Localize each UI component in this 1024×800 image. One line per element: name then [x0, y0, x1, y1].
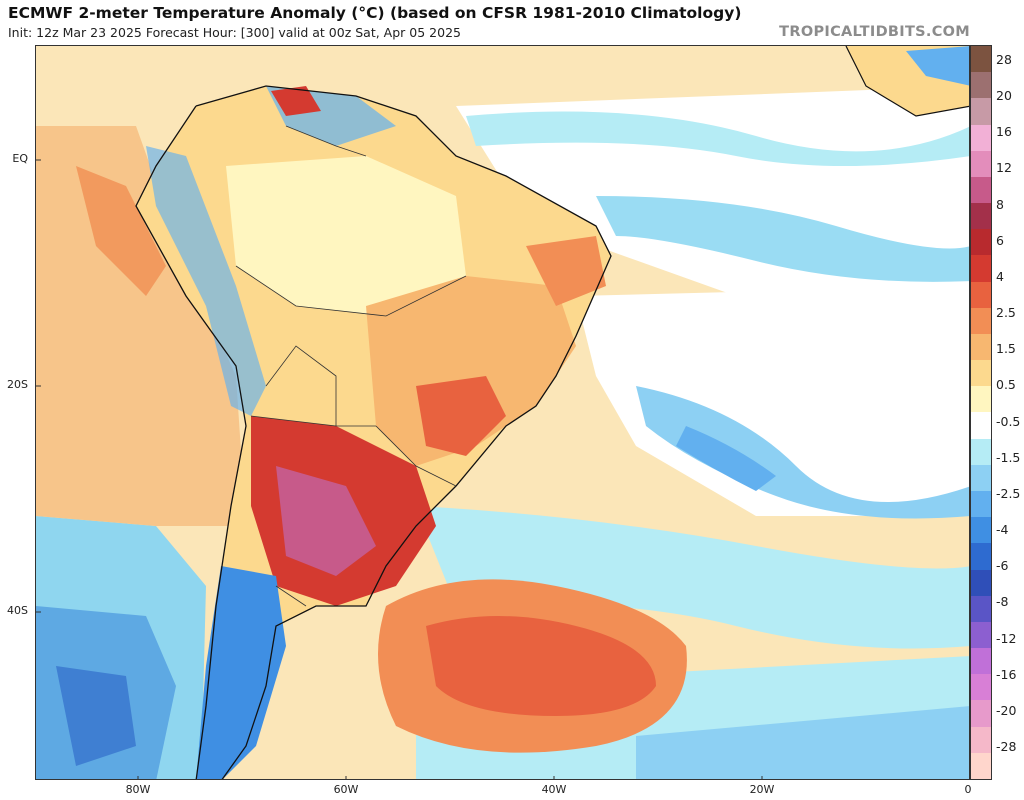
amazon-neutral [226, 156, 466, 316]
map-subtitle: Init: 12z Mar 23 2025 Forecast Hour: [30… [8, 25, 461, 40]
colorbar-swatch [971, 124, 991, 151]
colorbar [970, 45, 992, 780]
lon-label-60w: 60W [333, 783, 359, 796]
tick-marks [36, 159, 763, 779]
colorbar-swatch [971, 491, 991, 518]
south-atlantic-warm-core [426, 616, 656, 716]
colorbar-label: 20 [996, 88, 1012, 104]
border-1 [235, 265, 467, 317]
lon-label-0: 0 [964, 783, 972, 796]
colorbar-label: -0.5 [996, 413, 1021, 429]
southern-ocean-cold [636, 706, 969, 779]
colorbar-swatch [971, 386, 991, 413]
colorbar-swatch [971, 176, 991, 204]
colorbar-swatch [971, 674, 991, 701]
colorbar-swatch [971, 72, 991, 99]
lat-label-40s: 40S [7, 604, 28, 617]
colorbar-swatch [971, 360, 991, 387]
ne-brazil-warm [526, 236, 606, 306]
west-coastline [135, 105, 247, 779]
pacific-warm-core [76, 166, 166, 296]
colorbar-swatch [971, 307, 991, 334]
atlantic-cool-streak [636, 386, 969, 519]
colorbar-label: -2.5 [996, 485, 1021, 501]
pacific-deep-cold [56, 666, 136, 766]
colorbar-swatch [971, 438, 991, 465]
lon-label-20w: 20W [749, 783, 775, 796]
andes-cool-strip [146, 146, 266, 416]
anomaly-map-svg [36, 46, 969, 779]
border-3 [265, 345, 337, 426]
atlantic-cold-streak [676, 426, 776, 491]
colorbar-swatch [971, 229, 991, 256]
patagonia-cold [196, 566, 286, 779]
lat-label-eq: EQ [12, 152, 28, 165]
border-5 [285, 125, 367, 157]
colorbar-swatch [971, 621, 991, 649]
map-title: ECMWF 2-meter Temperature Anomaly (°C) (… [8, 4, 742, 22]
colorbar-label: -28 [996, 739, 1017, 755]
border-4 [375, 425, 457, 487]
colorbar-label: 0.5 [996, 377, 1016, 393]
colorbar-label: -1.5 [996, 449, 1021, 465]
border-6 [275, 585, 307, 607]
colorbar-label: 6 [996, 232, 1004, 248]
colorbar-swatch [971, 595, 991, 622]
colorbar-label: 8 [996, 196, 1004, 212]
colorbar-swatch [971, 569, 991, 596]
brazil-warm [366, 276, 576, 466]
colorbar-label: 4 [996, 268, 1004, 284]
colorbar-label: -4 [996, 522, 1009, 538]
credit-watermark: TROPICALTIDBITS.COM [779, 24, 970, 40]
country-borders [235, 125, 467, 607]
colorbar-swatch [971, 98, 991, 125]
colorbar-swatch [971, 255, 991, 282]
colorbar-label: -8 [996, 594, 1009, 610]
colorbar-swatch [971, 46, 991, 73]
colorbar-swatch [971, 517, 991, 544]
colorbar-swatch [971, 203, 991, 230]
colorbar-label: 28 [996, 52, 1012, 67]
colorbar-swatch [971, 700, 991, 727]
lon-label-40w: 40W [541, 783, 567, 796]
atlantic-cool-band-2 [596, 196, 969, 282]
colorbar-label: 12 [996, 160, 1012, 176]
colorbar-label: 1.5 [996, 341, 1016, 357]
pacific-warm-region [36, 126, 246, 526]
colorbar-swatch [971, 726, 991, 753]
colorbar-label: -16 [996, 666, 1017, 682]
atlantic-south-cool-band [416, 506, 969, 649]
colorbar-swatch [971, 648, 991, 675]
colorbar-swatch [971, 412, 991, 439]
colorbar-swatch [971, 464, 991, 492]
lat-label-20s: 20S [7, 378, 28, 391]
colorbar-swatch [971, 752, 991, 779]
colorbar-label: 16 [996, 124, 1012, 140]
atlantic-neutral-central [576, 286, 969, 516]
lon-label-80w: 80W [125, 783, 151, 796]
colorbar-swatch [971, 281, 991, 308]
colorbar-label: -20 [996, 702, 1017, 718]
africa-cool [906, 46, 969, 86]
argentina-extreme [276, 466, 376, 576]
brazil-hot-core [416, 376, 506, 456]
colorbar-swatch [971, 333, 991, 361]
colorbar-label: 2.5 [996, 305, 1016, 321]
africa-coastline [845, 46, 969, 117]
colorbar-label: -12 [996, 630, 1017, 646]
colorbar-label: -6 [996, 558, 1009, 574]
east-coastline [195, 85, 612, 779]
colorbar-swatch [971, 150, 991, 177]
atlantic-cool-band-1 [466, 111, 969, 166]
anomaly-map [35, 45, 970, 780]
colorbar-swatch [971, 543, 991, 570]
venezuela-warm-spot [271, 86, 321, 116]
